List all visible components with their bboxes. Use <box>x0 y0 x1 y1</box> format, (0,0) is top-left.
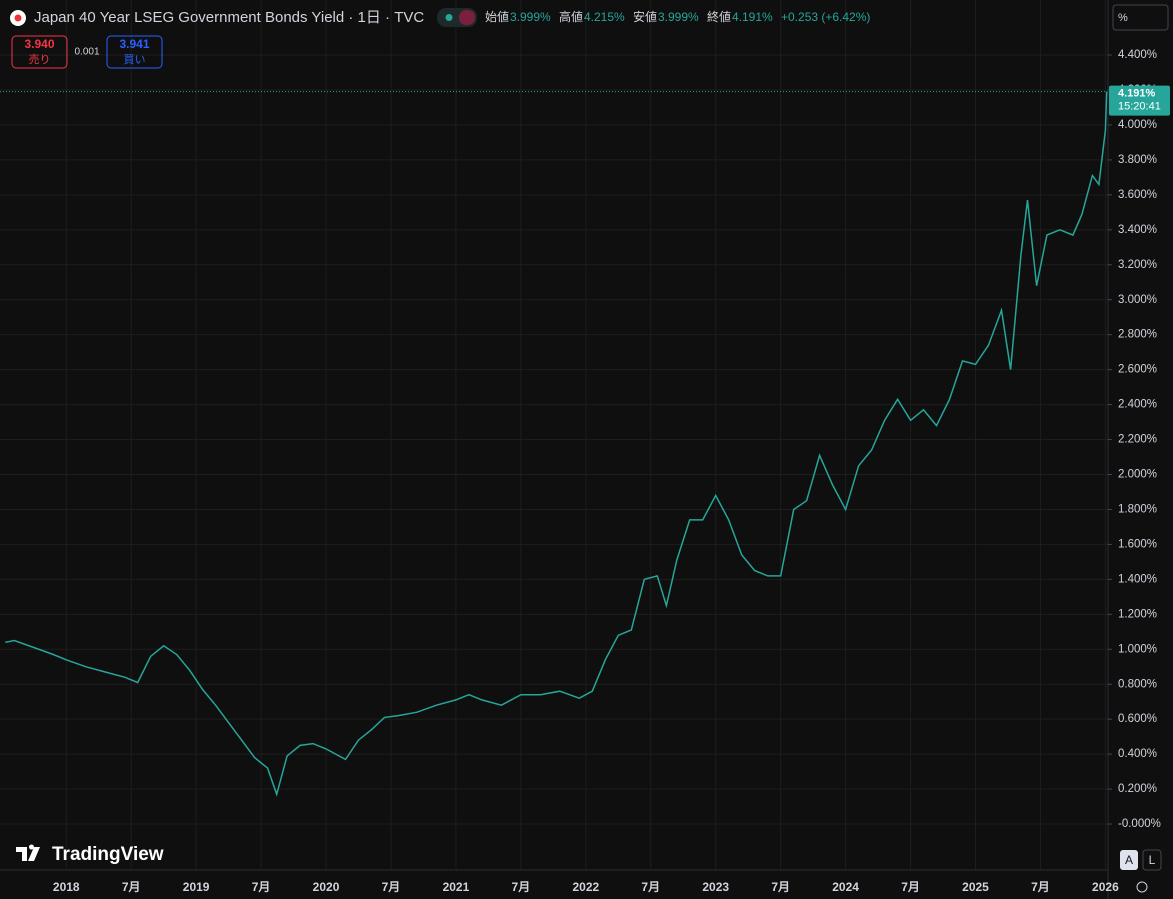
ohlc-label: 終値 <box>707 9 731 24</box>
buy-label: 買い <box>124 53 146 66</box>
ohlc-label: 始値 <box>485 9 509 24</box>
settings-icon[interactable] <box>1136 881 1148 893</box>
buy-price: 3.941 <box>119 37 149 51</box>
x-tick-label: 2021 <box>443 880 470 894</box>
y-tick-label: 3.200% <box>1118 259 1157 271</box>
status-icon <box>459 10 475 25</box>
ohlc-value: 4.215% <box>584 10 625 24</box>
last-price-label: 4.191% <box>1118 87 1156 99</box>
x-tick-label: 7月 <box>901 880 920 894</box>
x-tick-label: 7月 <box>122 880 141 894</box>
unit-label: % <box>1118 12 1128 24</box>
scale-auto-label: A <box>1125 853 1133 867</box>
spread: 0.001 <box>74 47 99 58</box>
sell-button[interactable] <box>11 35 68 69</box>
last-price-time: 15:20:41 <box>1118 100 1161 112</box>
flag <box>14 14 22 22</box>
x-tick-label: 2025 <box>962 880 989 894</box>
y-tick-label: 1.600% <box>1118 538 1157 550</box>
ohlc-label: 安値 <box>633 9 657 24</box>
y-tick-label: 3.000% <box>1118 294 1157 306</box>
x-tick-label: 2023 <box>702 880 729 894</box>
y-tick-label: 3.600% <box>1118 189 1157 201</box>
scale-auto[interactable] <box>1120 850 1138 870</box>
y-tick-label: 1.800% <box>1118 503 1157 515</box>
grid <box>0 0 1108 870</box>
brand-logo <box>16 844 40 861</box>
x-tick-label: 7月 <box>512 880 531 894</box>
sell-label: 売り <box>29 53 51 66</box>
scale-log[interactable] <box>1142 849 1162 871</box>
x-tick-label: 7月 <box>771 880 790 894</box>
x-tick-label: 2022 <box>572 880 599 894</box>
y-tick-label: 0.600% <box>1118 713 1157 725</box>
ohlc-value: 4.191% <box>732 10 773 24</box>
price-line <box>5 91 1108 797</box>
y-tick-label: 0.800% <box>1118 678 1157 690</box>
status-dot <box>445 14 453 21</box>
unit-button[interactable] <box>1112 4 1169 31</box>
x-tick-label: 2024 <box>832 880 859 894</box>
ohlc-change: +0.253 (+6.42%) <box>781 10 870 24</box>
ohlc: 始値 3.999% 高値 4.215% 安値 3.999% 終値 4.191% +0.253 (… <box>485 9 870 24</box>
y-tick-label: 3.400% <box>1118 224 1157 236</box>
y-tick-label: 1.000% <box>1118 643 1157 655</box>
y-tick-label: 3.800% <box>1118 154 1157 166</box>
y-tick-label: 0.400% <box>1118 748 1157 760</box>
brand: TradingView <box>52 844 164 865</box>
ohlc-label: 高値 <box>559 9 583 24</box>
x-tick-label: 7月 <box>1031 880 1050 894</box>
y-tick-label: 4.400% <box>1118 49 1157 61</box>
buy-button[interactable] <box>106 35 163 69</box>
ohlc-value: 3.999% <box>510 10 551 24</box>
x-tick-label: 7月 <box>641 880 660 894</box>
x-tick-label: 2018 <box>53 880 80 894</box>
x-tick-label: 7月 <box>252 880 271 894</box>
y-tick-label: 2.400% <box>1118 399 1157 411</box>
last-price-box <box>1109 85 1170 116</box>
x-tick-label: 2026 <box>1092 880 1119 894</box>
y-tick-label: 1.400% <box>1118 573 1157 585</box>
ohlc-value: 3.999% <box>658 10 699 24</box>
y-tick-label: 2.200% <box>1118 434 1157 446</box>
chart-title: Japan 40 Year LSEG Government Bonds Yiel… <box>34 9 424 26</box>
y-tick-label: 2.800% <box>1118 329 1157 341</box>
y-tick-label: 1.200% <box>1118 608 1157 620</box>
y-tick-label: 0.200% <box>1118 783 1157 795</box>
x-tick-label: 2020 <box>313 880 340 894</box>
x-tick-label: 7月 <box>382 880 401 894</box>
x-tick-label: 2019 <box>183 880 210 894</box>
y-tick-label: 4.000% <box>1118 119 1157 131</box>
plot <box>0 91 1108 797</box>
y-tick-label: -0.000% <box>1118 818 1161 830</box>
y-tick-label: 2.600% <box>1118 364 1157 376</box>
y-tick-label: 2.000% <box>1118 469 1157 481</box>
sell-price: 3.940 <box>24 37 54 51</box>
scale-log-label: L <box>1149 853 1156 867</box>
